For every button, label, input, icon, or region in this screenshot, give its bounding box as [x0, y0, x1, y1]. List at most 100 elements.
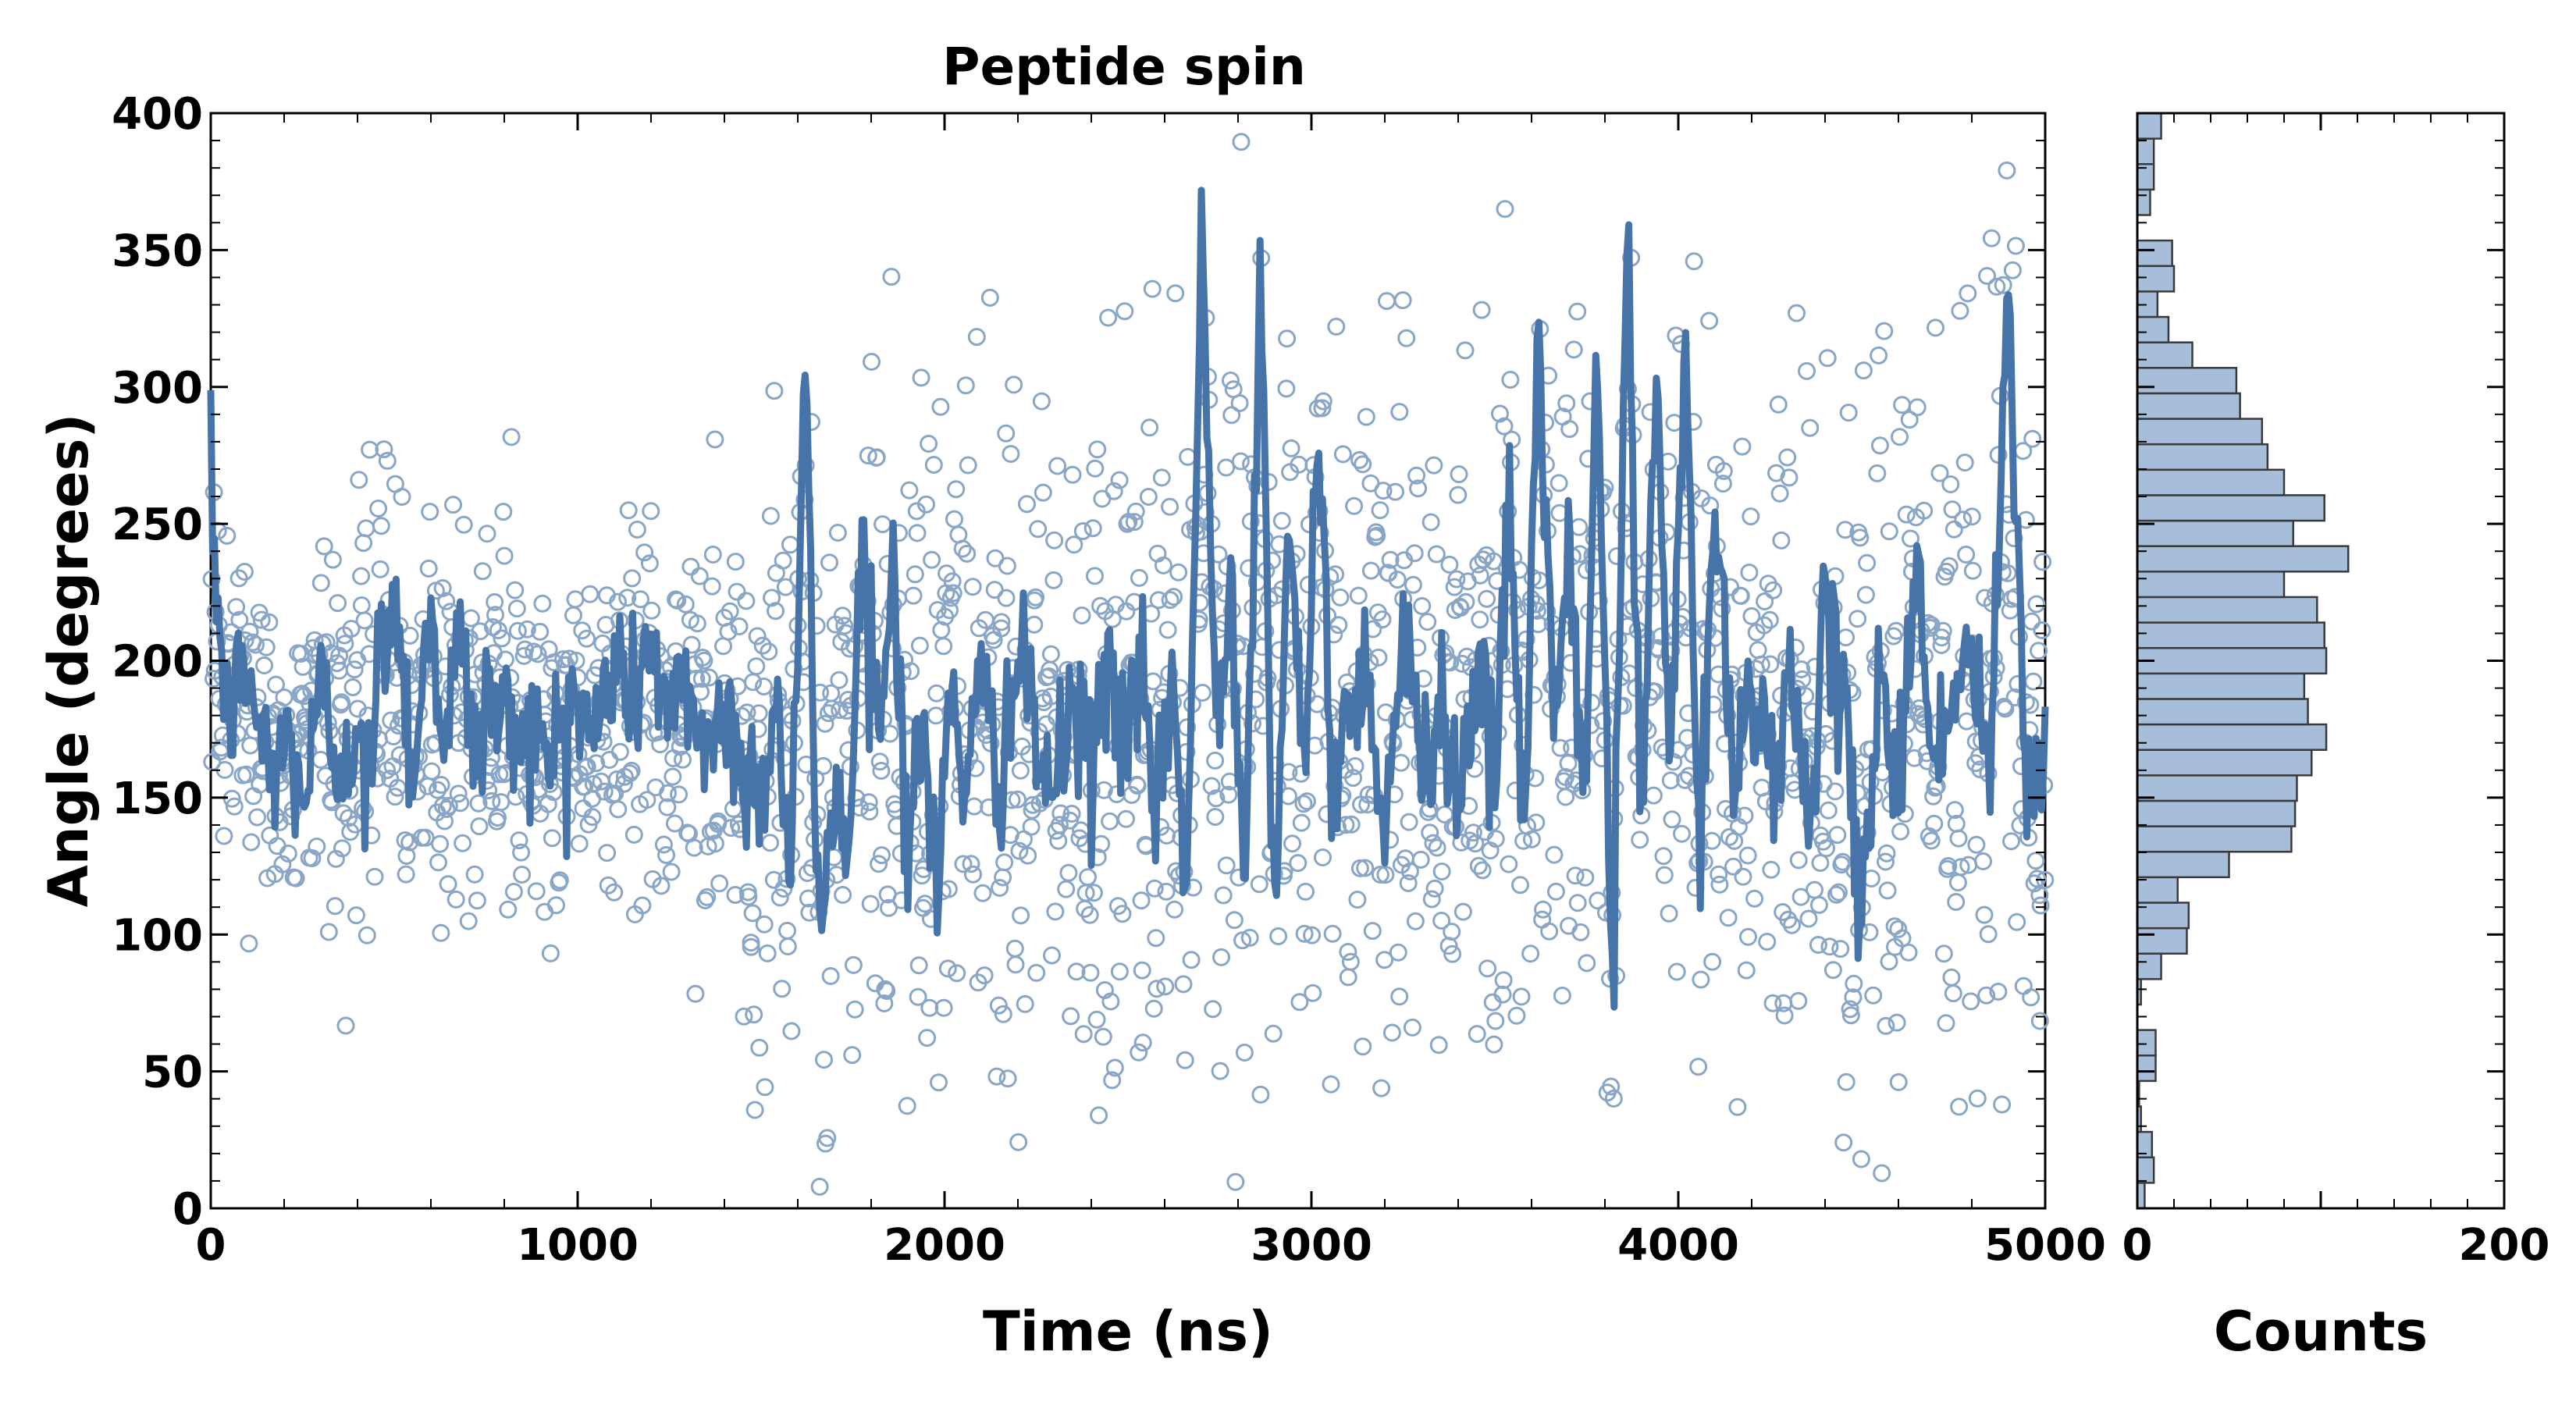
raw-angle-point — [1878, 881, 1897, 900]
raw-angle-point — [1478, 959, 1497, 978]
raw-angle-point — [1471, 610, 1489, 629]
raw-angle-point — [1194, 684, 1212, 702]
raw-angle-point — [1375, 951, 1394, 969]
raw-angle-point — [334, 804, 353, 823]
raw-angle-point — [1165, 588, 1183, 606]
raw-angle-point — [640, 554, 659, 573]
raw-angle-point — [369, 500, 388, 518]
raw-angle-point — [574, 799, 592, 818]
raw-angle-point — [1770, 484, 1789, 503]
raw-angle-point — [1393, 291, 1412, 310]
raw-angle-point — [493, 629, 511, 648]
raw-angle-point — [323, 550, 342, 569]
histogram-x-tick-label: 200 — [2459, 1220, 2550, 1271]
raw-angle-point — [1342, 815, 1361, 834]
raw-angle-point — [1390, 403, 1409, 422]
raw-angle-point — [1372, 1079, 1391, 1097]
raw-angle-point — [830, 670, 849, 689]
raw-angle-point — [924, 456, 943, 474]
raw-angle-point — [1714, 462, 1733, 480]
raw-angle-point — [1852, 1150, 1870, 1168]
histogram-bar — [2136, 621, 2325, 649]
histogram-x-axis-label: Counts — [2214, 1300, 2428, 1364]
raw-angle-point — [1386, 482, 1404, 501]
raw-angle-point — [1361, 561, 1380, 580]
raw-angle-point — [1673, 824, 1691, 843]
raw-angle-point — [749, 704, 768, 723]
raw-angle-point — [1713, 475, 1732, 493]
raw-angle-point — [273, 855, 292, 873]
raw-angle-point — [863, 353, 881, 371]
raw-angle-point — [294, 657, 312, 676]
raw-angle-point — [1944, 520, 1963, 539]
y-tick-label: 400 — [112, 89, 203, 140]
raw-angle-point — [760, 642, 778, 661]
raw-angle-point — [1250, 875, 1268, 894]
smoothed-angle-line — [207, 187, 2049, 1011]
raw-angle-point — [818, 1129, 837, 1147]
raw-angle-point — [598, 844, 617, 863]
raw-angle-point — [1125, 513, 1144, 532]
raw-angle-point — [1264, 1024, 1283, 1043]
histogram-bar — [2136, 1156, 2155, 1184]
raw-angle-point — [1161, 591, 1179, 610]
raw-angle-point — [1063, 465, 1082, 484]
raw-angle-point — [371, 560, 390, 578]
raw-angle-point — [1947, 893, 1966, 911]
raw-angle-point — [1231, 452, 1250, 471]
raw-angle-point — [735, 1007, 753, 1026]
raw-angle-point — [912, 368, 930, 387]
raw-angle-point — [1080, 905, 1099, 924]
raw-angle-point — [1827, 885, 1845, 904]
raw-angle-point — [1758, 933, 1777, 951]
raw-angle-point — [1344, 769, 1362, 788]
raw-angle-point — [1989, 983, 2008, 1001]
raw-angle-point — [437, 592, 456, 610]
raw-angle-point — [593, 634, 612, 653]
raw-angle-point — [1870, 436, 1889, 455]
raw-angle-point — [1406, 912, 1425, 930]
raw-angle-point — [470, 817, 489, 836]
raw-angle-point — [355, 611, 374, 630]
raw-angle-point — [642, 502, 660, 521]
raw-angle-point — [471, 622, 489, 641]
raw-angle-point — [728, 582, 746, 601]
raw-angle-point — [1998, 161, 2016, 180]
raw-angle-point — [781, 535, 799, 554]
histogram-bar — [2136, 367, 2238, 395]
raw-angle-point — [468, 891, 486, 910]
raw-angle-point — [1550, 474, 1568, 493]
raw-angle-point — [431, 834, 450, 853]
raw-angle-point — [1161, 497, 1179, 516]
raw-angle-point — [1371, 866, 1389, 884]
raw-angle-point — [745, 1005, 763, 1024]
raw-angle-point — [578, 629, 596, 648]
raw-angle-point — [248, 808, 266, 827]
raw-angle-point — [275, 688, 294, 706]
raw-angle-point — [1828, 826, 1847, 845]
raw-angle-point — [1875, 322, 1894, 340]
raw-angle-point — [2027, 595, 2046, 614]
raw-angle-point — [1762, 860, 1781, 879]
raw-angle-point — [1009, 790, 1026, 809]
raw-angle-point — [469, 794, 488, 813]
raw-angle-point — [1026, 588, 1045, 606]
raw-angle-point — [531, 622, 550, 641]
raw-angle-point — [994, 1005, 1012, 1023]
raw-angle-point — [1065, 535, 1083, 554]
raw-angle-point — [1749, 641, 1767, 660]
raw-angle-point — [958, 544, 977, 563]
raw-angle-point — [241, 736, 260, 755]
raw-angle-point — [963, 578, 982, 596]
raw-angle-point — [326, 897, 344, 916]
raw-angle-point — [1576, 868, 1595, 887]
raw-angle-point — [1240, 928, 1259, 947]
raw-angle-point — [1413, 597, 1432, 615]
raw-angle-point — [1557, 394, 1576, 413]
raw-angle-point — [215, 827, 233, 845]
raw-angle-point — [703, 546, 722, 564]
raw-angle-point — [1278, 329, 1297, 348]
raw-angle-point — [1780, 468, 1799, 487]
raw-angle-point — [761, 834, 780, 852]
raw-angle-point — [1486, 1012, 1505, 1030]
